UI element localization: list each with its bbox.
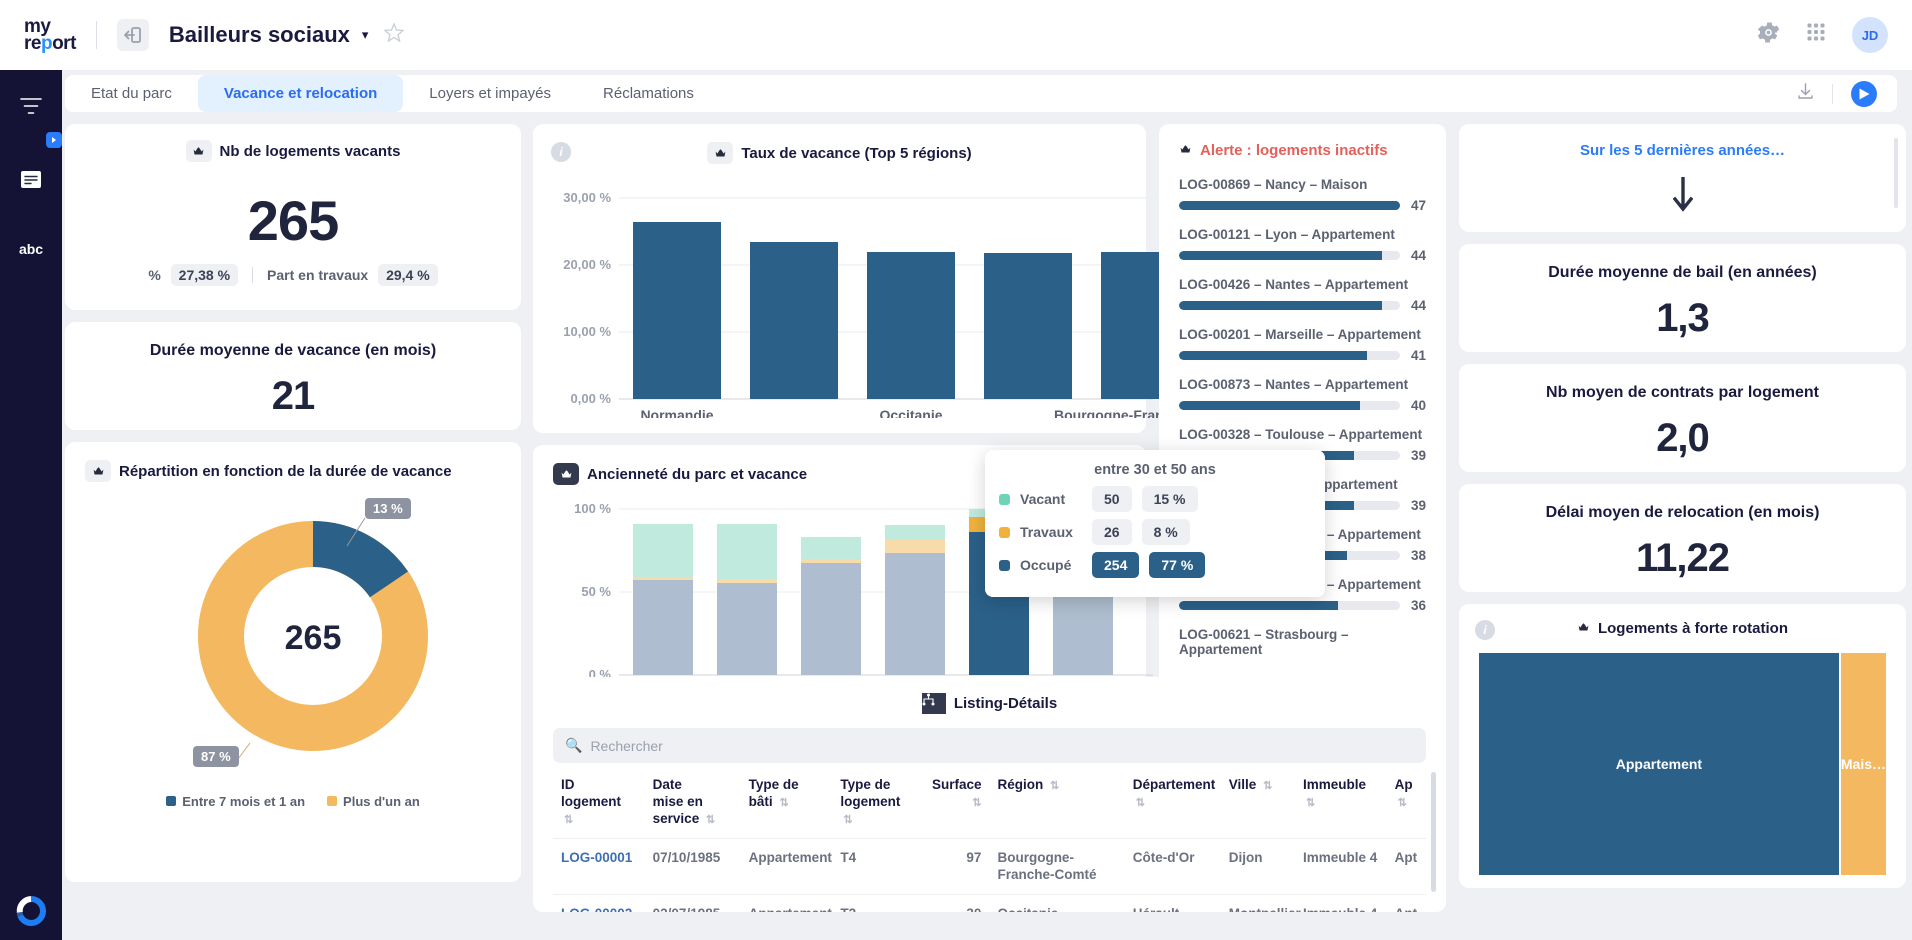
svg-text:0,00 %: 0,00 % — [571, 391, 612, 406]
svg-text:Bourgogne-Franche-Comté: Bourgogne-Franche-Comté — [1054, 407, 1166, 418]
svg-text:Normandie: Normandie — [640, 407, 713, 418]
svg-text:50 %: 50 % — [581, 584, 611, 599]
svg-text:100 %: 100 % — [574, 501, 611, 516]
svg-text:10,00 %: 10,00 % — [563, 324, 611, 339]
svg-text:20,00 %: 20,00 % — [563, 257, 611, 272]
svg-text:Occitanie: Occitanie — [879, 407, 942, 418]
svg-text:30,00 %: 30,00 % — [563, 190, 611, 205]
